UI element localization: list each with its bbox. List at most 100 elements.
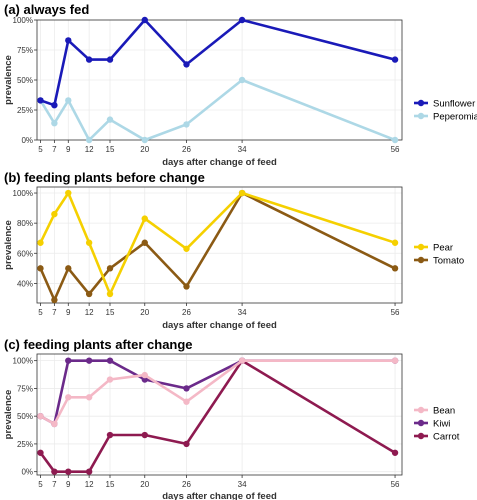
legend: Sunflower Peperomia bbox=[414, 99, 477, 123]
x-tick-label: 15 bbox=[106, 308, 115, 317]
x-axis-label: days after change of feed bbox=[162, 157, 277, 168]
data-point bbox=[37, 97, 44, 104]
data-point bbox=[65, 189, 72, 197]
data-point bbox=[183, 245, 190, 252]
series-bean bbox=[37, 357, 399, 428]
data-point bbox=[391, 239, 399, 246]
data-point bbox=[183, 385, 190, 392]
data-point bbox=[65, 265, 72, 272]
data-point bbox=[85, 357, 93, 364]
legend-label: Carrot bbox=[433, 432, 460, 443]
x-axis-label: days after change of feed bbox=[162, 320, 277, 331]
data-point bbox=[51, 420, 58, 428]
data-point bbox=[37, 265, 44, 272]
data-point bbox=[51, 120, 58, 127]
panel-title: (a) always fed bbox=[4, 2, 89, 17]
data-point bbox=[106, 290, 114, 298]
x-tick-label: 7 bbox=[52, 145, 57, 154]
y-tick-label: 25% bbox=[17, 440, 33, 449]
x-tick-label: 26 bbox=[182, 480, 191, 489]
data-point bbox=[141, 376, 148, 383]
data-point bbox=[85, 468, 93, 475]
data-point bbox=[183, 61, 190, 68]
data-point bbox=[85, 239, 93, 246]
x-tick-label: 5 bbox=[38, 480, 43, 489]
data-point bbox=[106, 265, 114, 272]
x-tick-label: 20 bbox=[140, 308, 149, 317]
x-tick-label: 9 bbox=[66, 145, 71, 154]
x-tick-label: 9 bbox=[66, 480, 71, 489]
data-point bbox=[141, 431, 148, 439]
x-tick-label: 26 bbox=[182, 145, 191, 154]
data-point bbox=[141, 239, 148, 246]
data-point bbox=[65, 97, 72, 104]
data-point bbox=[141, 16, 148, 24]
x-tick-label: 7 bbox=[52, 308, 57, 317]
data-point bbox=[391, 449, 399, 456]
x-tick-label: 15 bbox=[106, 145, 115, 154]
y-axis-label: prevalence bbox=[3, 55, 14, 105]
legend-label: Sunflower bbox=[433, 99, 475, 110]
data-point bbox=[106, 116, 114, 123]
data-point bbox=[37, 239, 44, 246]
x-axis-label: days after change of feed bbox=[162, 491, 277, 500]
x-tick-label: 26 bbox=[182, 308, 191, 317]
legend-key-point bbox=[417, 243, 425, 251]
x-tick-label: 5 bbox=[38, 145, 43, 154]
legend-label: Peperomia bbox=[433, 112, 477, 123]
x-tick-label: 56 bbox=[391, 308, 400, 317]
y-axis-label: prevalence bbox=[3, 220, 14, 270]
data-point bbox=[238, 357, 246, 364]
y-tick-label: 100% bbox=[13, 16, 33, 25]
x-tick-label: 12 bbox=[85, 145, 94, 154]
data-point bbox=[106, 431, 114, 439]
series-pear bbox=[37, 189, 399, 298]
data-point bbox=[391, 357, 399, 364]
y-tick-label: 50% bbox=[17, 76, 33, 85]
data-point bbox=[65, 357, 72, 364]
data-point bbox=[141, 371, 148, 379]
data-point bbox=[65, 468, 72, 475]
x-tick-label: 34 bbox=[238, 308, 247, 317]
data-point bbox=[183, 440, 190, 448]
panel-title: (c) feeding plants after change bbox=[4, 337, 193, 352]
legend-key-point bbox=[417, 432, 425, 440]
legend-label: Pear bbox=[433, 243, 453, 254]
legend-label: Kiwi bbox=[433, 419, 450, 430]
x-tick-label: 9 bbox=[66, 308, 71, 317]
series-sunflower bbox=[37, 16, 399, 109]
data-point bbox=[65, 394, 72, 401]
legend-key-point bbox=[417, 406, 425, 414]
data-point bbox=[391, 265, 399, 272]
x-tick-label: 12 bbox=[85, 480, 94, 489]
plot-border bbox=[36, 353, 403, 476]
x-tick-label: 20 bbox=[140, 480, 149, 489]
data-point bbox=[238, 189, 246, 197]
panel-title: (b) feeding plants before change bbox=[4, 170, 205, 185]
x-tick-label: 56 bbox=[391, 480, 400, 489]
panel-2: (c) feeding plants after change 0% 25% 50% 7… bbox=[3, 337, 460, 500]
y-tick-label: 80% bbox=[17, 219, 33, 228]
data-point bbox=[37, 412, 44, 420]
y-tick-label: 0% bbox=[21, 468, 33, 477]
legend-key-point bbox=[417, 112, 425, 120]
x-tick-label: 34 bbox=[238, 480, 247, 489]
data-point bbox=[183, 398, 190, 405]
x-tick-label: 20 bbox=[140, 145, 149, 154]
panel-1: (b) feeding plants before change 40% 60% 80… bbox=[3, 170, 464, 331]
data-point bbox=[51, 102, 58, 109]
data-point bbox=[51, 296, 58, 304]
legend-label: Bean bbox=[433, 406, 455, 417]
series-carrot bbox=[37, 357, 399, 475]
y-tick-label: 0% bbox=[21, 136, 33, 145]
x-tick-label: 12 bbox=[85, 308, 94, 317]
legend-label: Tomato bbox=[433, 256, 464, 267]
legend: Bean Kiwi Carrot bbox=[414, 406, 460, 443]
data-point bbox=[141, 136, 148, 144]
data-point bbox=[85, 290, 93, 298]
data-point bbox=[51, 210, 58, 218]
legend-key-point bbox=[417, 256, 425, 264]
data-point bbox=[141, 215, 148, 222]
data-point bbox=[106, 357, 114, 364]
